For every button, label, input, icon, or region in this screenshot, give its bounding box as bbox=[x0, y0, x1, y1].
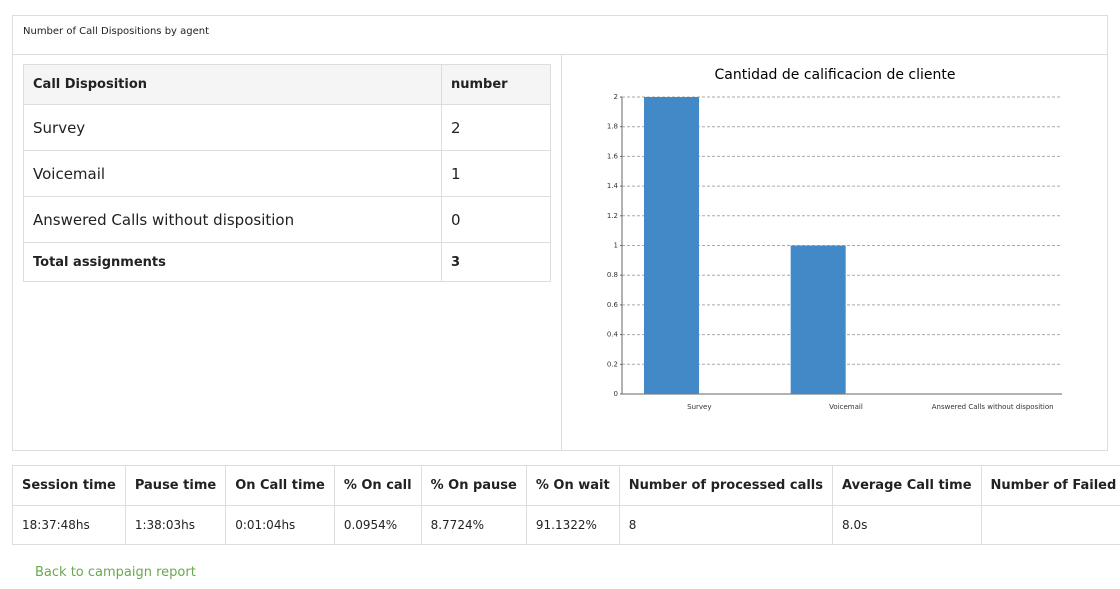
cell: 0.0954% bbox=[333, 505, 422, 545]
y-tick-label: 0.2 bbox=[607, 360, 618, 368]
back-link[interactable]: Back to campaign report bbox=[35, 565, 196, 580]
y-tick-label: 1 bbox=[614, 242, 618, 250]
header-cell: % On pause bbox=[420, 465, 527, 506]
header-cell: Number of processed calls bbox=[618, 465, 834, 506]
stats-table: Session time Pause time On Call time% On c… bbox=[12, 465, 1120, 545]
cell: Answered Calls without disposition bbox=[23, 196, 442, 243]
x-tick-label: Survey bbox=[687, 403, 711, 411]
cell: Voicemail bbox=[23, 150, 442, 197]
header-cell: On Call time bbox=[225, 465, 335, 506]
y-tick-label: 1.4 bbox=[607, 182, 619, 190]
y-tick-label: 0 bbox=[614, 390, 618, 398]
header-cell: % On wait bbox=[525, 465, 620, 506]
y-tick-label: 1.6 bbox=[607, 152, 619, 160]
panel-title: Number of Call Dispositions by agent bbox=[13, 16, 1107, 55]
y-tick-label: 1.8 bbox=[607, 123, 618, 131]
chart: Cantidad de calificacion de cliente 0 0.2… bbox=[607, 67, 1062, 411]
header-cell: % On call bbox=[333, 465, 422, 506]
y-tick-label: 2 bbox=[614, 93, 618, 101]
cell: 0:01:04hs bbox=[225, 505, 335, 545]
y-tick-label: 0.8 bbox=[607, 271, 618, 279]
cell: 2 bbox=[441, 104, 551, 151]
dispositions-table: Call Disposition number Survey 2 Voicemail… bbox=[23, 64, 551, 282]
cell: 3 bbox=[441, 242, 551, 282]
header-cell: Session time bbox=[12, 465, 126, 506]
divider bbox=[561, 55, 562, 450]
cell: 1:38:03hs bbox=[124, 505, 227, 545]
bar bbox=[644, 97, 699, 394]
cell: 8.0s bbox=[832, 505, 982, 545]
x-tick-label: Voicemail bbox=[829, 403, 863, 411]
cell: 8.7724% bbox=[420, 505, 527, 545]
panel: Number of Call Dispositions by agent bbox=[12, 15, 1108, 451]
cell: Total assignments bbox=[23, 242, 442, 282]
bar bbox=[790, 245, 846, 394]
cell: 18:37:48hs bbox=[12, 505, 126, 545]
y-tick-label: 0.6 bbox=[607, 301, 619, 309]
header-cell: Number of Failed attempts bbox=[980, 465, 1120, 506]
chart-title: Cantidad de calificacion de cliente bbox=[714, 67, 955, 83]
header-cell: number bbox=[441, 64, 551, 105]
cell: Survey bbox=[23, 104, 442, 151]
cell: 0 bbox=[441, 196, 551, 243]
cell: 91.1322% bbox=[525, 505, 620, 545]
header-cell: Call Disposition bbox=[23, 64, 442, 105]
cell bbox=[980, 505, 1120, 545]
cell: 8 bbox=[618, 505, 834, 545]
header-cell: Pause time bbox=[124, 465, 227, 506]
cell: 1 bbox=[441, 150, 551, 197]
header-cell: Average Call time bbox=[832, 465, 982, 506]
y-tick-label: 1.2 bbox=[607, 212, 618, 220]
y-tick-label: 0.4 bbox=[607, 331, 619, 339]
x-tick-label: Answered Calls without disposition bbox=[932, 403, 1054, 411]
